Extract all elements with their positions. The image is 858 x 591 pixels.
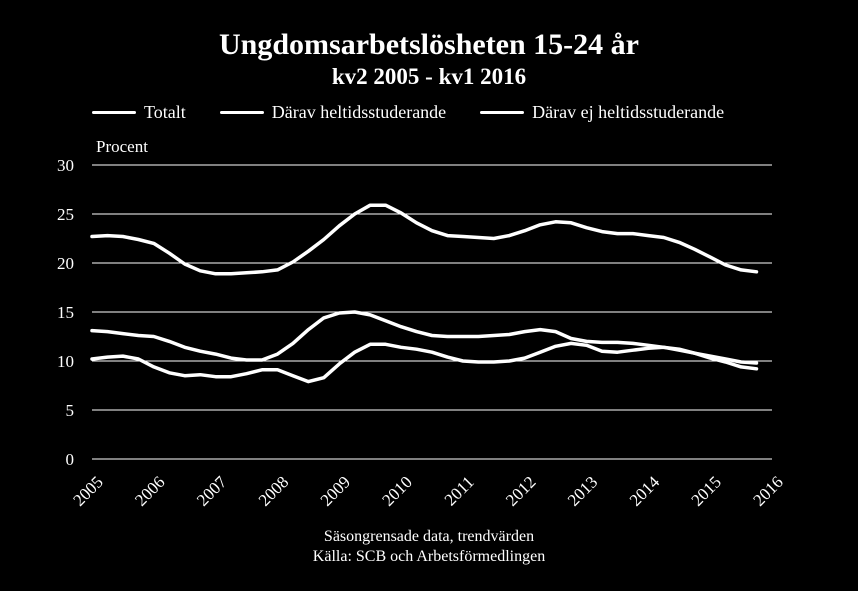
footnote: Säsongrensade data, trendvärden xyxy=(323,528,535,545)
legend-item-ej-heltidsstuderande: Därav ej heltidsstuderande xyxy=(480,102,724,123)
y-tick-label: 10 xyxy=(57,352,74,371)
grid-lines xyxy=(92,164,772,460)
legend: Totalt Därav heltidsstuderande Därav ej … xyxy=(92,102,758,123)
chart-title: Ungdomsarbetslösheten 15-24 år xyxy=(219,28,639,61)
y-tick-label: 20 xyxy=(57,254,74,273)
x-tick-label: 2007 xyxy=(193,472,231,510)
x-tick-label: 2013 xyxy=(564,472,601,509)
x-tick-label: 2010 xyxy=(378,472,415,509)
legend-label: Därav ej heltidsstuderande xyxy=(532,102,725,122)
legend-swatch xyxy=(92,111,136,114)
x-tick-label: 2012 xyxy=(502,472,539,509)
series-line-2 xyxy=(90,341,759,384)
series-line-1 xyxy=(90,310,759,365)
legend-swatch xyxy=(480,111,525,114)
series-line-0 xyxy=(90,203,759,276)
legend-label: Totalt xyxy=(144,102,186,122)
x-tick-label: 2015 xyxy=(688,472,725,509)
x-tick-label: 2016 xyxy=(749,472,786,509)
legend-item-totalt: Totalt xyxy=(92,102,186,123)
y-axis-label: Procent xyxy=(96,137,148,156)
legend-swatch xyxy=(219,111,264,114)
x-tick-label: 2006 xyxy=(131,472,168,509)
y-tick-label: 0 xyxy=(66,450,75,469)
y-tick-label: 25 xyxy=(57,205,74,224)
y-tick-label: 5 xyxy=(66,401,75,420)
x-tick-labels: 2005 2006 2007 2008 2009 2010 2011 2012 2013 2014… xyxy=(69,472,786,510)
y-tick-label: 30 xyxy=(57,156,74,175)
x-tick-label: 2011 xyxy=(441,472,478,509)
x-tick-label: 2008 xyxy=(255,472,292,509)
legend-label: Därav heltidsstuderande xyxy=(271,102,447,122)
chart-subtitle: kv2 2005 - kv1 2016 xyxy=(331,64,527,89)
series-lines xyxy=(90,203,759,384)
source-note: Källa: SCB och Arbetsförmedlingen xyxy=(312,548,546,565)
x-tick-label: 2014 xyxy=(626,472,664,510)
x-tick-label: 2005 xyxy=(69,472,106,509)
legend-item-heltidsstuderande: Därav heltidsstuderande xyxy=(219,102,447,123)
y-tick-labels: 0 5 10 15 20 25 30 xyxy=(57,156,74,469)
y-tick-label: 15 xyxy=(57,303,74,322)
x-tick-label: 2009 xyxy=(317,472,354,509)
